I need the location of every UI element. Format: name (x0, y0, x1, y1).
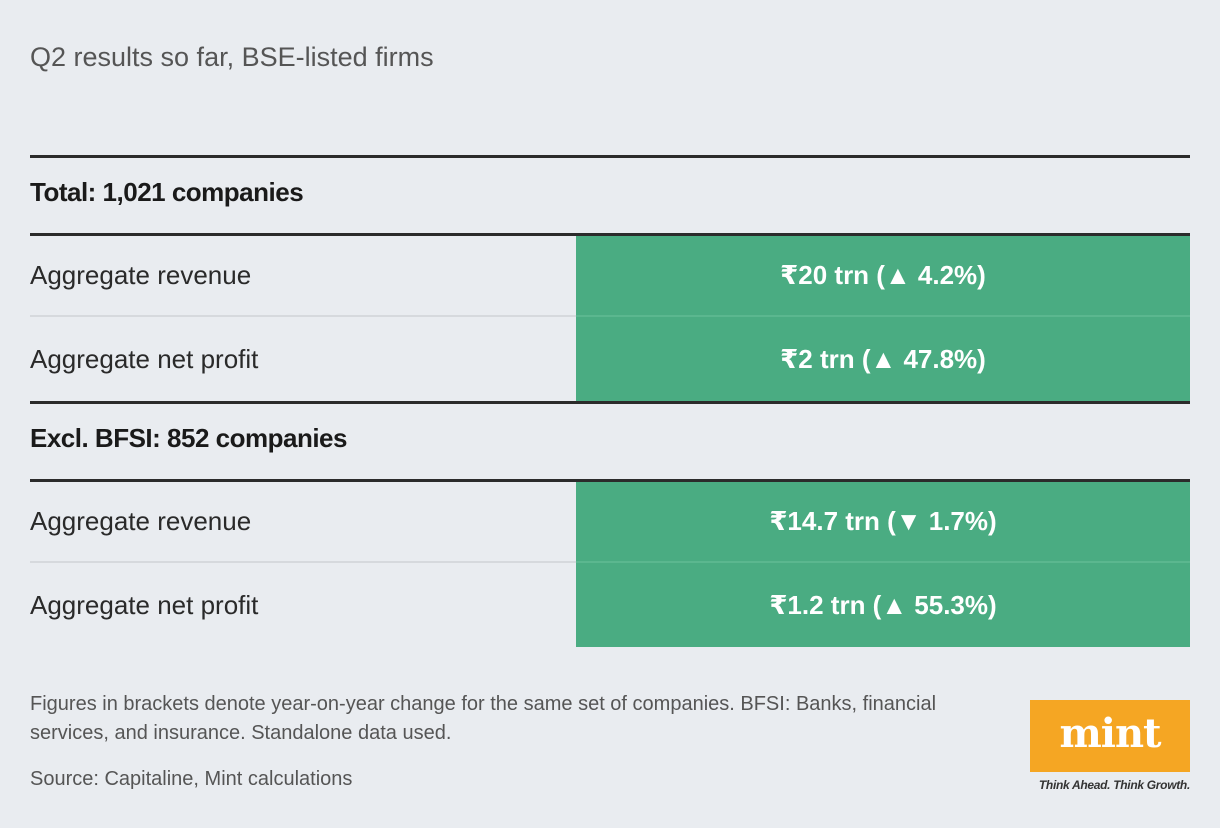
row-label: Aggregate revenue (30, 482, 576, 563)
chart-title: Q2 results so far, BSE-listed firms (30, 42, 434, 72)
logo-tagline: Think Ahead. Think Growth. (1038, 778, 1190, 792)
row-value: ₹20 trn (▲ 4.2%) (576, 236, 1190, 317)
row-value: ₹14.7 trn (▼ 1.7%) (576, 482, 1190, 563)
section-header-total: Total: 1,021 companies (30, 155, 1190, 233)
table-row: Aggregate net profit ₹1.2 trn (▲ 55.3%) (30, 563, 1190, 647)
section-header-excl-bfsi: Excl. BFSI: 852 companies (30, 401, 1190, 479)
row-label: Aggregate net profit (30, 589, 259, 620)
table-row: Aggregate revenue ₹14.7 trn (▼ 1.7%) (30, 479, 1190, 563)
mint-logo: mint (1030, 700, 1190, 772)
logo-wordmark: mint (1059, 709, 1161, 757)
source-line: Source: Capitaline, Mint calculations (30, 768, 353, 790)
row-label: Aggregate net profit (30, 343, 259, 374)
row-value: ₹2 trn (▲ 47.8%) (576, 317, 1190, 401)
footnote: Figures in brackets denote year-on-year … (30, 693, 937, 744)
row-value: ₹1.2 trn (▲ 55.3%) (576, 563, 1190, 647)
results-table: Total: 1,021 companies Aggregate revenue… (30, 155, 1190, 647)
row-label: Aggregate revenue (30, 236, 576, 317)
section-header-text: Excl. BFSI: 852 companies (30, 423, 347, 453)
table-row: Aggregate net profit ₹2 trn (▲ 47.8%) (30, 317, 1190, 401)
section-header-text: Total: 1,021 companies (30, 177, 304, 207)
table-row: Aggregate revenue ₹20 trn (▲ 4.2%) (30, 233, 1190, 317)
